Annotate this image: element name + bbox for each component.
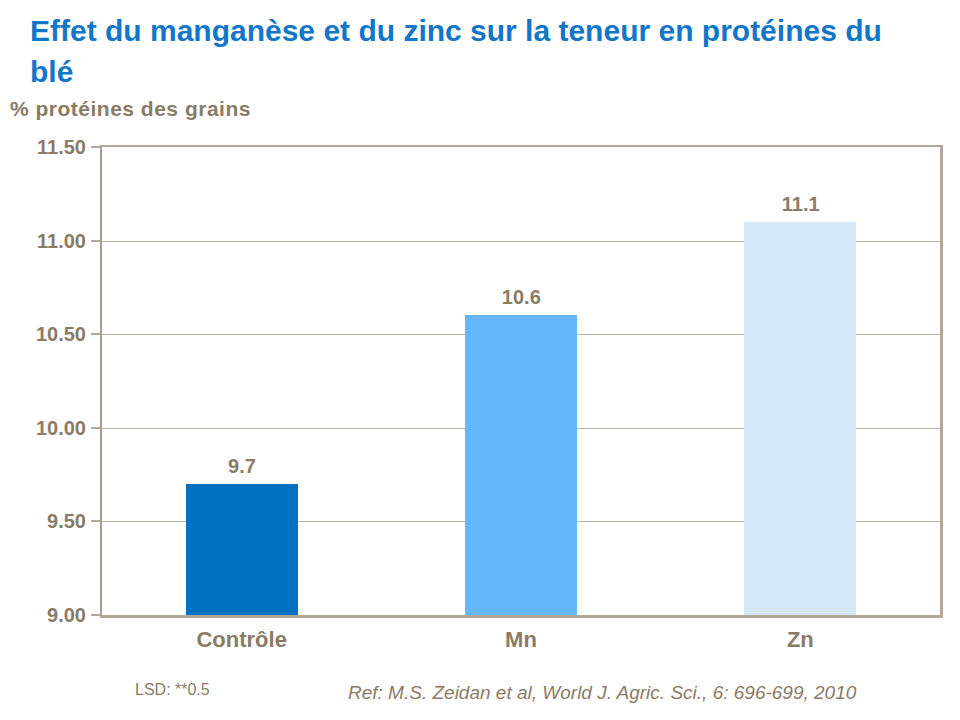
x-axis: ContrôleMnZn <box>102 627 940 653</box>
y-axis-title: % protéines des grains <box>10 97 251 121</box>
bar-mn <box>465 315 577 615</box>
chart-title: Effet du manganèse et du zinc sur la ten… <box>30 10 910 92</box>
bar-contrôle <box>186 484 298 615</box>
bar-value-label: 11.1 <box>661 192 941 216</box>
y-axis-tick-label: 9.50 <box>47 510 86 533</box>
y-axis-tick-mark <box>91 240 100 242</box>
y-axis-tick-mark <box>91 333 100 335</box>
x-axis-category-label: Mn <box>381 627 660 653</box>
y-axis-tick-label: 10.50 <box>36 323 86 346</box>
y-axis: 9.009.5010.0010.5011.0011.50 <box>0 147 100 615</box>
x-axis-category-label: Contrôle <box>102 627 381 653</box>
y-axis-tick-label: 11.50 <box>37 136 86 159</box>
y-axis-tick-label: 11.00 <box>37 229 86 252</box>
y-axis-tick-mark <box>91 146 100 148</box>
reference-citation: Ref: M.S. Zeidan et al, World J. Agric. … <box>348 682 856 704</box>
y-axis-tick-mark <box>91 427 100 429</box>
y-axis-tick-mark <box>91 614 100 616</box>
plot-area: 9.7 10.6 11.1 <box>100 145 943 618</box>
y-axis-tick-label: 9.00 <box>47 604 86 627</box>
y-axis-tick-mark <box>91 520 100 522</box>
bar-zn <box>744 222 856 615</box>
slide: Effet du manganèse et du zinc sur la ten… <box>0 0 960 720</box>
y-axis-tick-label: 10.00 <box>36 416 86 439</box>
lsd-note: LSD: **0.5 <box>135 681 210 699</box>
x-axis-category-label: Zn <box>661 627 940 653</box>
bar-value-label: 10.6 <box>381 285 661 309</box>
bar-value-label: 9.7 <box>102 454 382 478</box>
